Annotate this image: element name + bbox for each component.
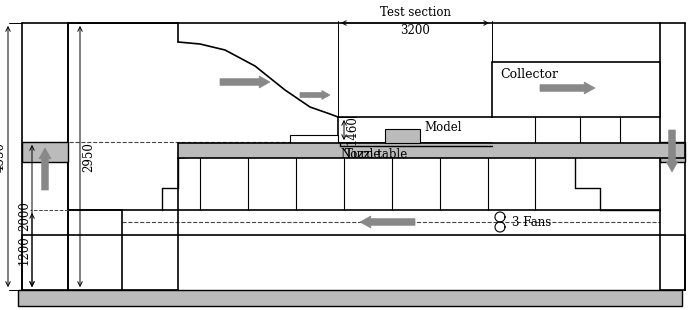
- Text: Turn table: Turn table: [345, 148, 407, 161]
- Polygon shape: [220, 76, 270, 88]
- Text: 4550: 4550: [0, 142, 7, 172]
- Bar: [492, 62, 660, 117]
- Text: 3200: 3200: [400, 24, 430, 37]
- Text: 1200: 1200: [18, 235, 31, 265]
- Polygon shape: [360, 216, 415, 228]
- Text: Test section: Test section: [379, 6, 451, 19]
- Text: Collector: Collector: [500, 68, 558, 81]
- Text: Model: Model: [424, 121, 461, 134]
- Bar: [18, 290, 682, 306]
- Bar: [385, 129, 420, 143]
- Polygon shape: [39, 148, 51, 190]
- Bar: [660, 142, 685, 162]
- Text: 1460: 1460: [346, 115, 359, 145]
- Bar: [290, 135, 338, 143]
- Text: 2000: 2000: [18, 201, 31, 231]
- Polygon shape: [666, 130, 678, 172]
- Bar: [22, 142, 68, 162]
- Text: 2950: 2950: [82, 142, 95, 172]
- Polygon shape: [300, 91, 330, 100]
- Text: Nozzle: Nozzle: [340, 148, 380, 161]
- Polygon shape: [540, 82, 595, 94]
- Bar: [178, 143, 685, 158]
- Text: 3 Fans: 3 Fans: [512, 215, 552, 228]
